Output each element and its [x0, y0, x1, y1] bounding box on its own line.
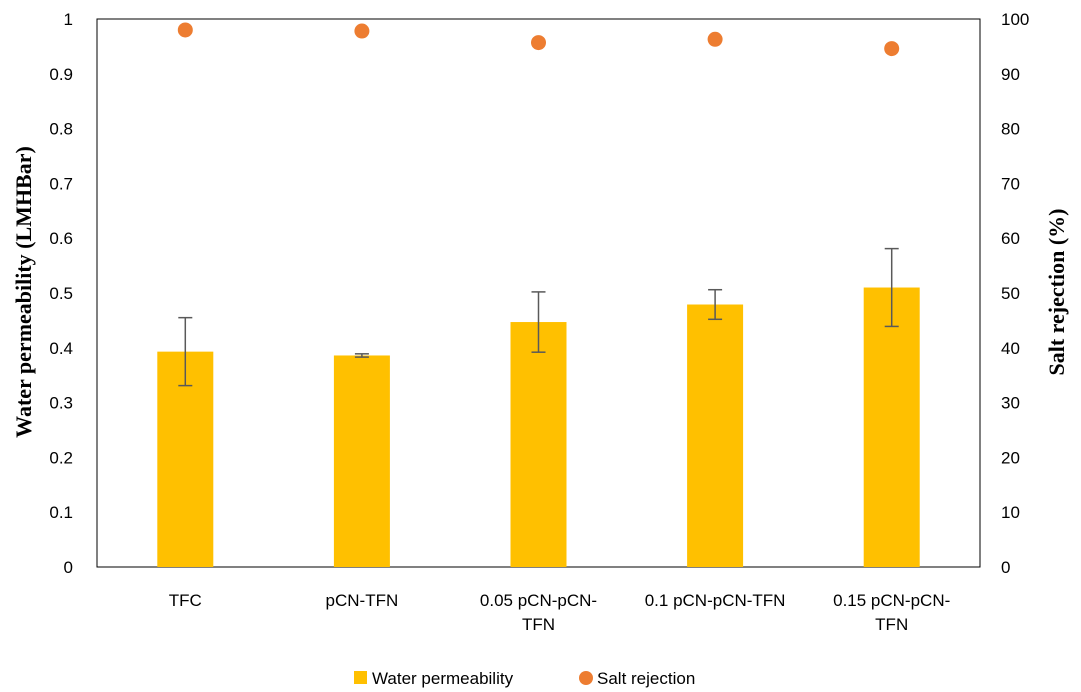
- right-tick-label: 70: [1001, 174, 1020, 193]
- salt-rejection-point: [177, 22, 193, 38]
- left-tick-label: 0.8: [49, 120, 73, 139]
- left-tick-label: 0: [64, 558, 73, 577]
- left-tick-label: 0.3: [49, 394, 73, 413]
- right-axis-title: Salt rejection (%): [1044, 209, 1069, 376]
- left-tick-label: 1: [64, 10, 73, 29]
- right-axis-ticks: 0 10 20 30 40 50 60 70 80 90 100: [1001, 10, 1029, 577]
- salt-rejection-point: [354, 23, 370, 39]
- salt-rejection-point: [531, 35, 546, 51]
- right-tick-label: 40: [1001, 339, 1020, 358]
- right-tick-label: 90: [1001, 65, 1020, 84]
- right-tick-label: 20: [1001, 448, 1020, 467]
- category-label: 0.15 pCN-pCN-TFN: [833, 591, 950, 634]
- water-permeability-series: [157, 287, 920, 567]
- bar: [157, 351, 214, 567]
- bar: [863, 287, 920, 567]
- right-tick-label: 30: [1001, 394, 1020, 413]
- error-bar: [531, 291, 546, 353]
- legend-label-salt-rejection: Salt rejection: [597, 669, 695, 688]
- error-bar: [354, 353, 369, 358]
- legend-label-water-permeability: Water permeability: [372, 669, 514, 688]
- category-label: 0.1 pCN-pCN-TFN: [645, 591, 786, 610]
- left-tick-label: 0.7: [49, 174, 73, 193]
- legend-bar-swatch: [354, 671, 367, 684]
- left-axis-title: Water permeability (LMHBar): [11, 146, 36, 438]
- error-bar: [708, 288, 723, 321]
- error-bars: [178, 247, 899, 387]
- legend-dot-swatch: [579, 671, 593, 685]
- salt-rejection-series: [177, 22, 900, 57]
- right-tick-label: 50: [1001, 284, 1020, 303]
- left-tick-label: 0.5: [49, 284, 73, 303]
- category-label: 0.05 pCN-pCN-TFN: [480, 591, 597, 634]
- bar: [510, 322, 567, 567]
- category-label: pCN-TFN: [326, 591, 399, 610]
- salt-rejection-point: [884, 41, 900, 57]
- salt-rejection-point: [707, 31, 723, 47]
- error-bar: [178, 316, 193, 387]
- left-tick-label: 0.6: [49, 229, 73, 248]
- left-tick-label: 0.9: [49, 65, 73, 84]
- right-tick-label: 0: [1001, 558, 1010, 577]
- right-tick-label: 10: [1001, 503, 1020, 522]
- category-labels: TFC pCN-TFN 0.05 pCN-pCN-TFN 0.1 pCN-pCN-TF…: [169, 591, 951, 634]
- left-tick-label: 0.1: [49, 503, 73, 522]
- right-tick-label: 60: [1001, 229, 1020, 248]
- right-tick-label: 100: [1001, 10, 1029, 29]
- left-tick-label: 0.2: [49, 448, 73, 467]
- legend: Water permeability Salt rejection: [354, 669, 695, 688]
- error-bar: [884, 247, 899, 328]
- category-label: TFC: [169, 591, 202, 610]
- bar: [687, 304, 744, 567]
- left-axis-ticks: 0 0.1 0.2 0.3 0.4 0.5 0.6 0.7 0.8 0.9 1: [49, 10, 73, 577]
- right-tick-label: 80: [1001, 120, 1020, 139]
- bar: [333, 355, 390, 567]
- left-tick-label: 0.4: [49, 339, 73, 358]
